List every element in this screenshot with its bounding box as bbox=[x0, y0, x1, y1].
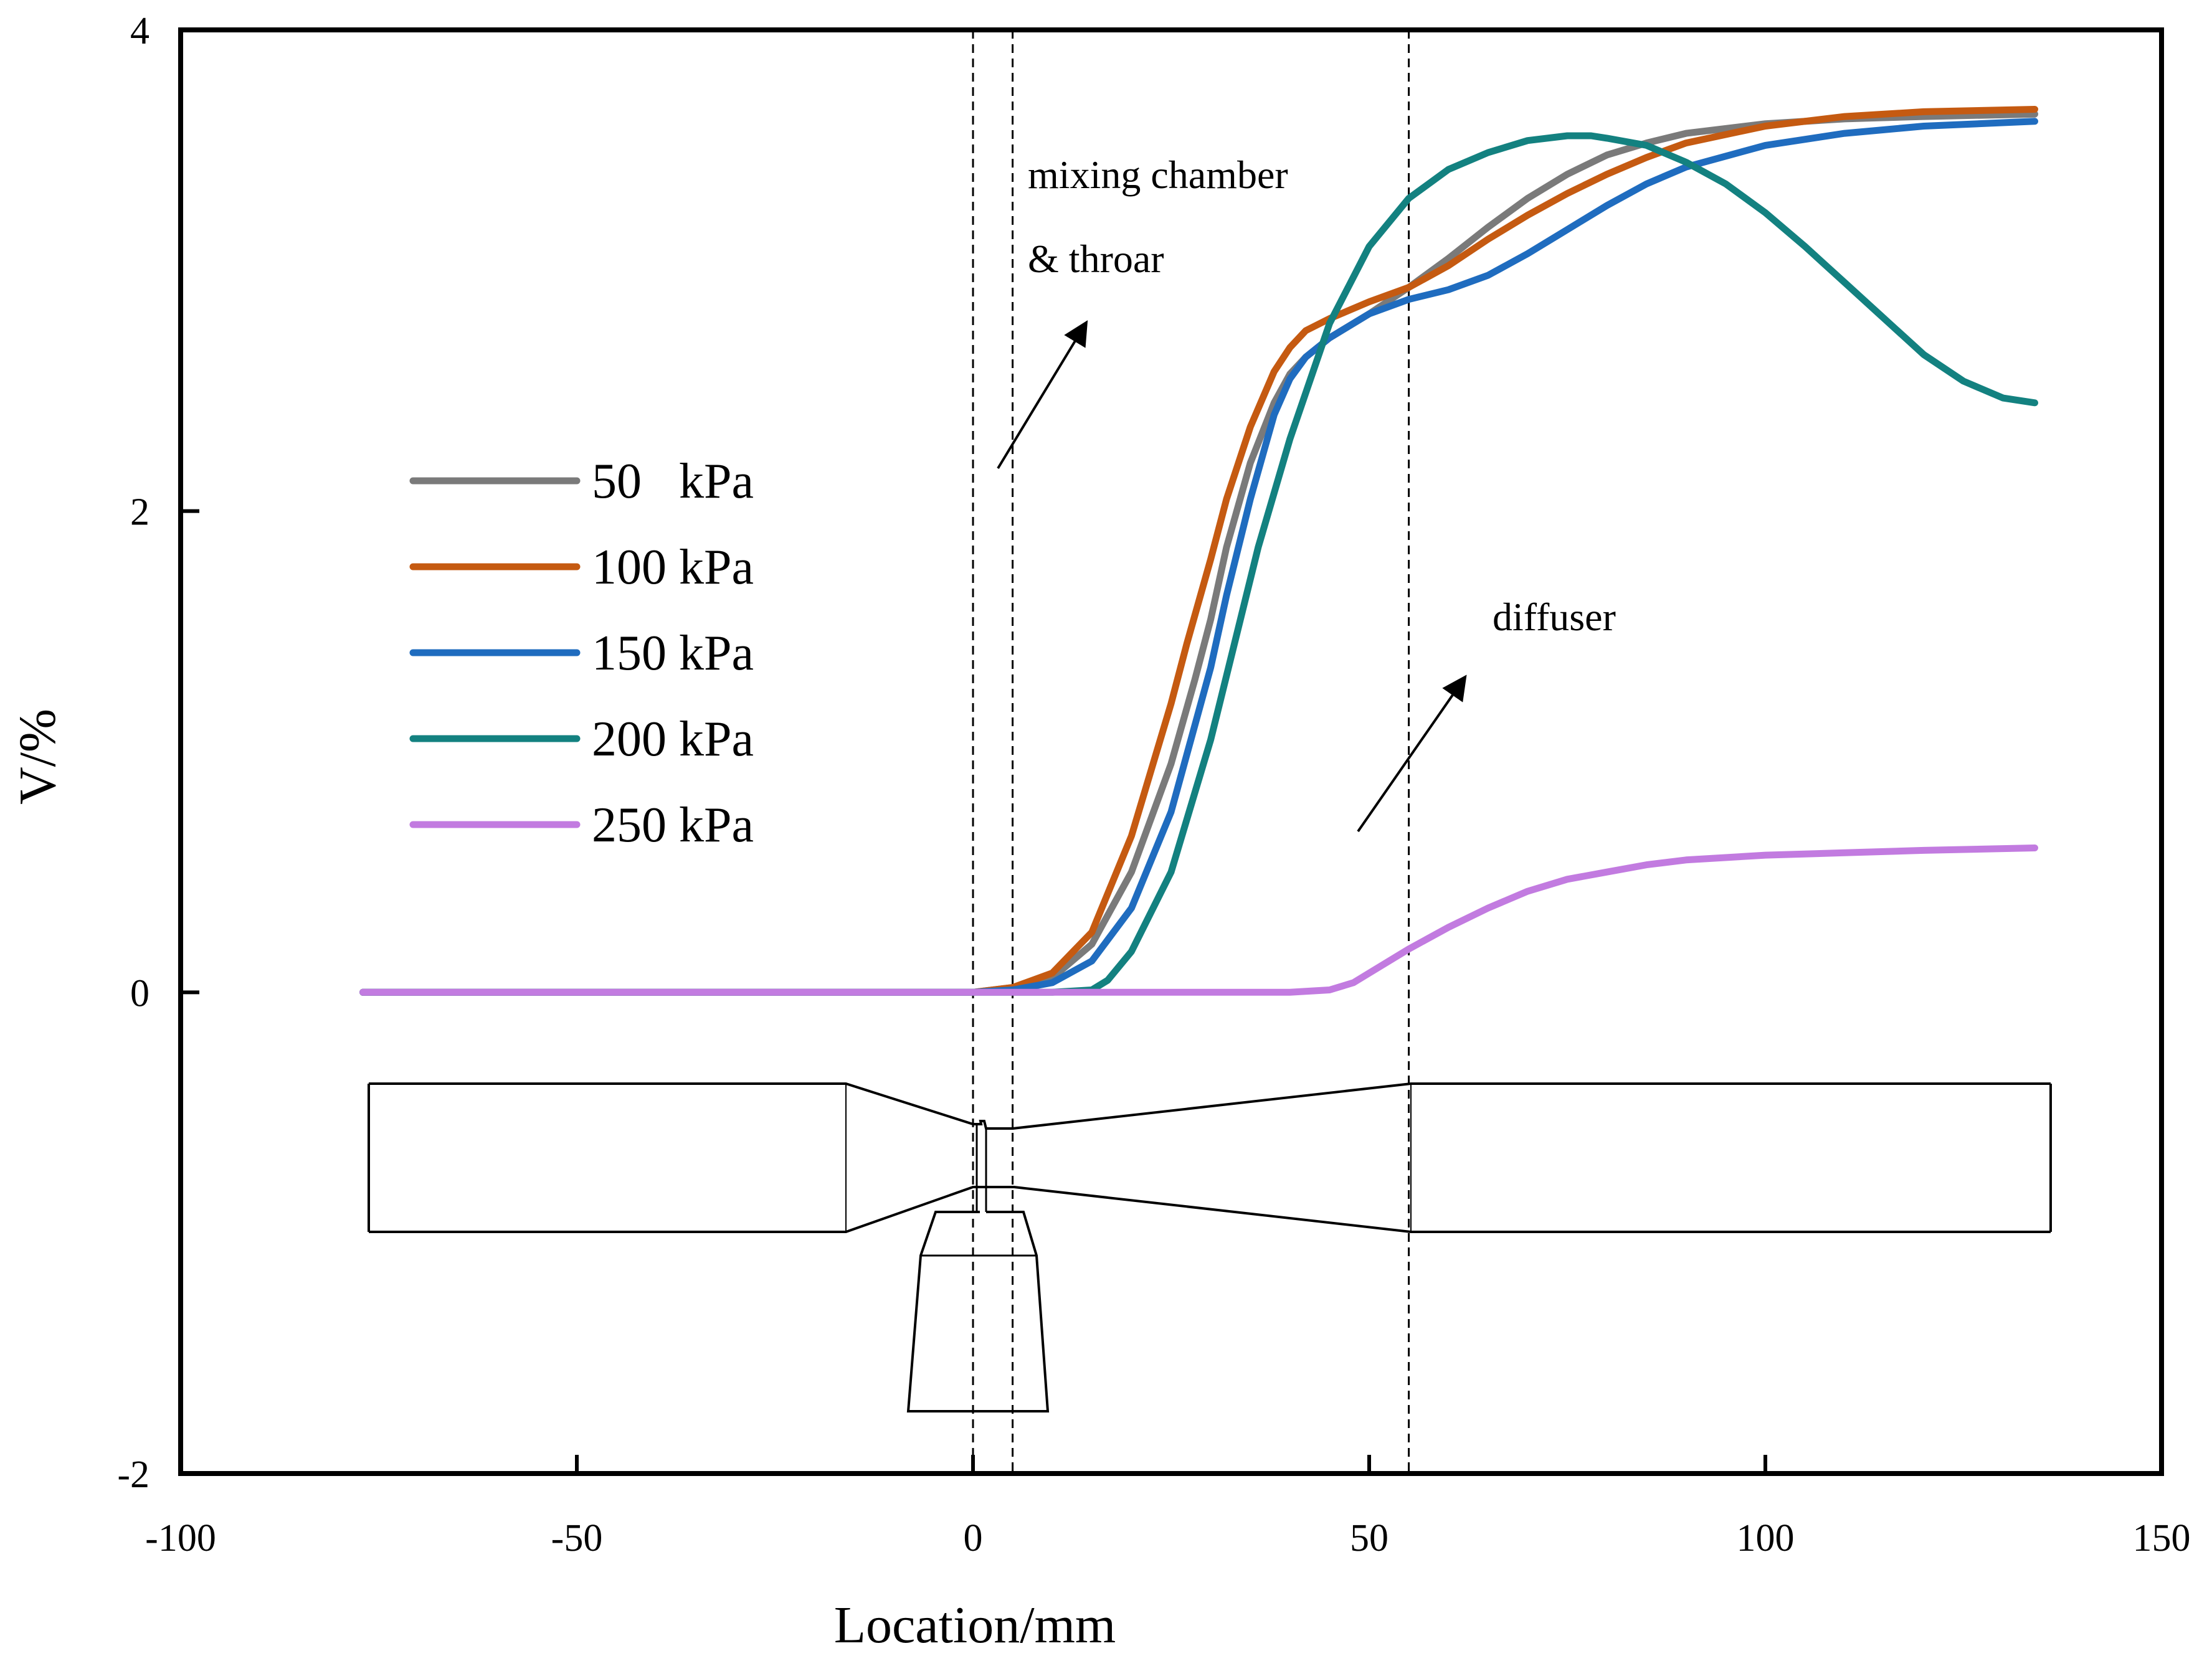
ejector-schematic-diagram bbox=[368, 1082, 2052, 1412]
x-tick-label-3: 50 bbox=[1350, 1517, 1388, 1559]
series-layer bbox=[359, 106, 2038, 996]
y-tick-label-3: 4 bbox=[130, 10, 150, 52]
suction-inlet-outline bbox=[906, 1211, 1050, 1412]
series-line-4 bbox=[359, 845, 2038, 996]
y-tick-label-0: -2 bbox=[117, 1454, 150, 1496]
x-axis: -100 -50 0 50 100 150 bbox=[145, 1455, 2191, 1559]
series-line-2 bbox=[359, 118, 2038, 996]
annotation-mixing-chamber-line-1: mixing chamber bbox=[1028, 153, 1288, 197]
legend-label-2: 150 kPa bbox=[592, 626, 754, 681]
legend-label-4: 250 kPa bbox=[592, 798, 754, 853]
series-line-3 bbox=[359, 132, 2038, 996]
x-tick-label-5: 150 bbox=[2133, 1517, 2191, 1559]
y-axis-title: V/% bbox=[9, 709, 67, 805]
legend-label-1: 100 kPa bbox=[592, 540, 754, 595]
y-tick-label-1: 0 bbox=[130, 972, 150, 1015]
y-tick-label-2: 2 bbox=[130, 491, 150, 534]
ejector-lower-outline bbox=[369, 1186, 2051, 1233]
annotation-diffuser: diffuser bbox=[1357, 595, 1616, 833]
plot-frame bbox=[178, 27, 2164, 1476]
x-axis-title: Location/mm bbox=[834, 1596, 1116, 1654]
ejector-nozzle-tip bbox=[975, 1124, 987, 1212]
legend: 50 kPa 100 kPa 150 kPa 200 kPa 250 kPa bbox=[409, 454, 754, 853]
x-tick-label-4: 100 bbox=[1737, 1517, 1795, 1559]
ejector-upper-outline bbox=[369, 1082, 2051, 1130]
annotation-diffuser-label: diffuser bbox=[1493, 595, 1616, 639]
reference-lines bbox=[972, 30, 1410, 1474]
y-axis: -2 0 2 4 bbox=[117, 10, 199, 1496]
annotation-diffuser-arrow bbox=[1357, 674, 1467, 833]
legend-label-3: 200 kPa bbox=[592, 712, 754, 767]
legend-label-0: 50 kPa bbox=[592, 454, 754, 509]
annotation-mixing-chamber: mixing chamber & throar bbox=[997, 153, 1288, 470]
x-tick-label-1: -50 bbox=[551, 1517, 603, 1559]
annotation-mixing-chamber-line-2: & throar bbox=[1028, 237, 1164, 281]
x-tick-label-0: -100 bbox=[145, 1517, 216, 1559]
x-tick-label-2: 0 bbox=[964, 1517, 983, 1559]
annotation-mixing-chamber-arrow bbox=[997, 320, 1088, 470]
